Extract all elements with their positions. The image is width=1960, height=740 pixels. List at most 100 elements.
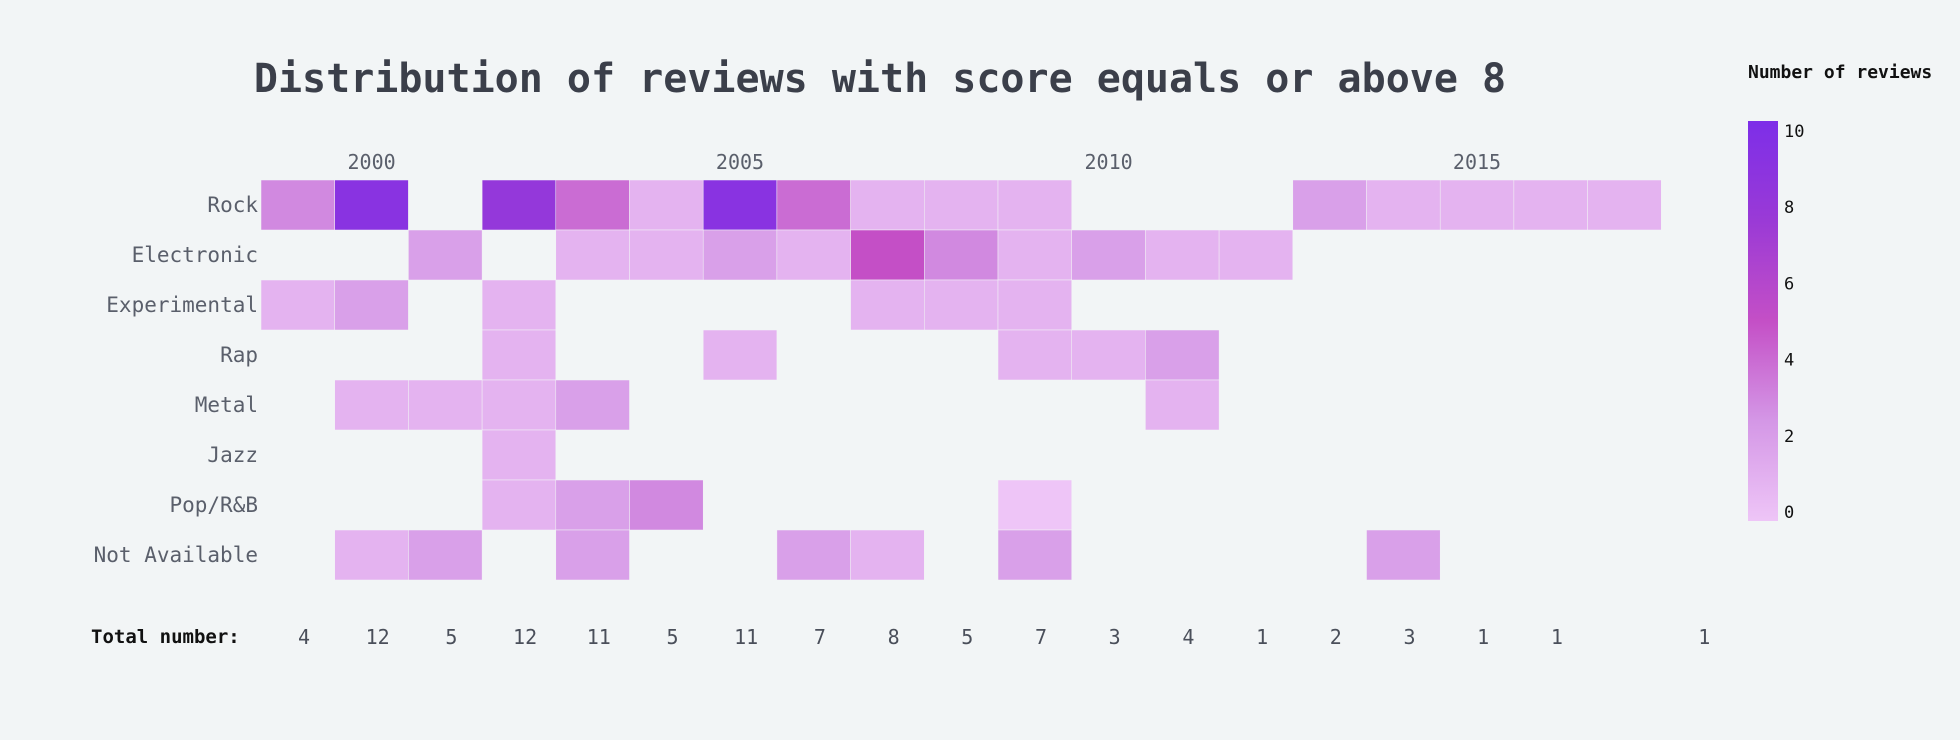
heatmap-cell [629,479,704,531]
heatmap-cell [997,179,1072,231]
heatmap-cell [776,229,851,281]
heatmap-cell [1439,179,1515,231]
y-tick-label: Not Available [94,543,258,567]
colorbar [1748,121,1778,521]
heatmap-cell [924,279,999,331]
total-value: 11 [734,625,758,649]
total-value: 1 [1256,625,1268,649]
x-tick-label: 2005 [716,150,764,174]
colorbar-title: Number of reviews [1748,62,1932,83]
heatmap-cell [850,279,925,331]
heatmap-cell [481,379,557,431]
total-value: 7 [814,625,826,649]
heatmap-cell [1145,379,1220,431]
heatmap-cell [1292,179,1367,231]
y-tick-label: Metal [195,393,258,417]
y-tick-label: Jazz [207,443,258,467]
heatmap-cell [481,179,557,231]
total-value: 4 [298,625,310,649]
heatmap-cell [850,529,925,581]
total-value: 1 [1477,625,1489,649]
total-value: 5 [961,625,973,649]
heatmap-cell [334,529,409,581]
total-value: 5 [666,625,678,649]
heatmap-cell [850,179,925,231]
colorbar-tick-label: 8 [1784,198,1794,218]
heatmap-cell [408,229,483,281]
total-value: 3 [1403,625,1415,649]
heatmap-cell [1145,329,1220,381]
heatmap-cell [702,179,778,231]
heatmap-cell [334,379,409,431]
heatmap-cell [629,229,704,281]
x-tick-label: 2000 [348,150,396,174]
heatmap-cell [555,179,630,231]
colorbar-ticks: 0 2 4 6 8 10 [1784,122,1804,523]
total-value: 7 [1035,625,1047,649]
colorbar-tick-label: 4 [1784,351,1794,371]
heatmap-cell [1366,529,1441,581]
heatmap-cell [924,229,999,281]
heatmap-cell [850,229,925,281]
heatmap-cell [997,529,1072,581]
heatmap-cell [408,529,483,581]
totals-label: Total number: [91,626,240,648]
heatmap-cell [997,329,1072,381]
heatmap-cell [1587,179,1662,231]
heatmap-cell [555,529,630,581]
heatmap-cell [1071,329,1146,381]
total-value: 1 [1698,625,1710,649]
colorbar-tick-label: 10 [1784,122,1804,142]
heatmap-cell [334,279,409,331]
y-axis-ticks: Rock Electronic Experimental Rap Metal Jazz Po… [94,193,259,567]
heatmap-cell [1218,229,1294,281]
x-axis-ticks: 2000 2005 2010 2015 [348,150,1502,174]
heatmap-cell [924,179,999,231]
heatmap-cell [776,529,851,581]
heatmap-cell [702,229,778,281]
y-tick-label: Pop/R&B [169,493,258,517]
heatmap-cell [1145,229,1220,281]
heatmap-cell [408,379,483,431]
total-value: 8 [888,625,900,649]
heatmap-cell [1366,179,1441,231]
total-value: 1 [1551,625,1563,649]
heatmap-cell [997,279,1072,331]
y-tick-label: Experimental [106,293,258,317]
y-tick-label: Rap [220,343,258,367]
heatmap-cell [481,479,557,531]
heatmap-cell [555,229,630,281]
heatmap-cell [555,479,630,531]
y-tick-label: Rock [207,193,258,217]
heatmap-cell [629,179,704,231]
total-value: 4 [1182,625,1194,649]
colorbar-tick-label: 0 [1784,503,1794,523]
total-value: 3 [1109,625,1121,649]
heatmap-cell [997,229,1072,281]
colorbar-tick-label: 2 [1784,427,1794,447]
y-tick-label: Electronic [132,243,258,267]
heatmap-cell [260,279,335,331]
heatmap-cell [481,329,557,381]
heatmap-cell [1513,179,1588,231]
heatmap-cell [260,179,335,231]
x-tick-label: 2010 [1085,150,1133,174]
heatmap-cell [481,279,557,331]
heatmap-cell [555,379,630,431]
heatmap-cell [997,479,1072,531]
total-value: 5 [445,625,457,649]
total-value: 12 [513,625,537,649]
heatmap-cells [260,179,1662,581]
heatmap-cell [481,429,557,481]
chart-title: Distribution of reviews with score equal… [254,56,1506,102]
total-value: 11 [587,625,611,649]
heatmap-cell [334,179,409,231]
colorbar-tick-label: 6 [1784,274,1794,294]
heatmap-cell [702,329,778,381]
total-value: 2 [1330,625,1342,649]
total-value: 12 [366,625,390,649]
x-tick-label: 2015 [1453,150,1501,174]
totals-row: 4 12 5 12 11 5 11 7 8 5 7 3 4 1 2 3 1 1 1 [298,625,1710,649]
